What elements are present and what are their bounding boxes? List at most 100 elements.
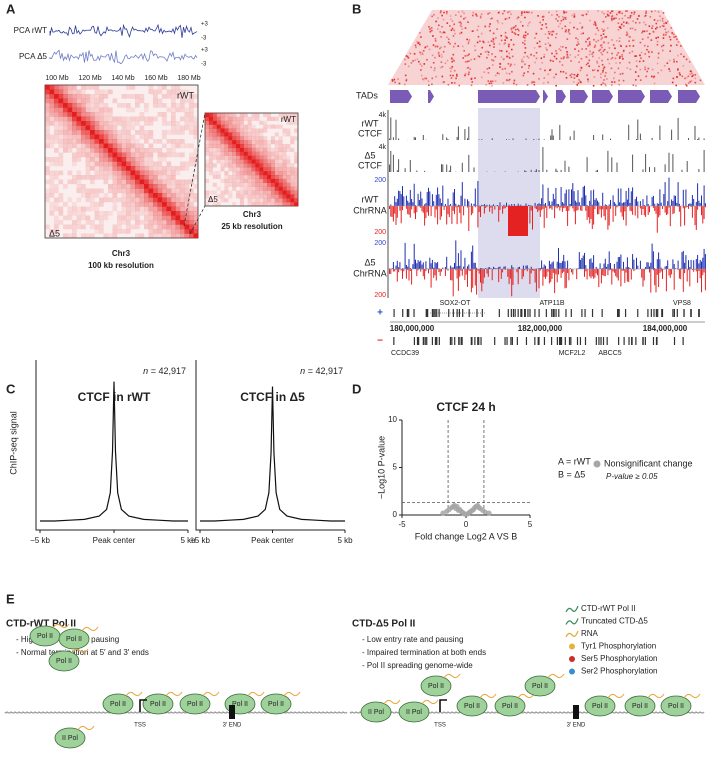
hic-dot [668,36,671,38]
heatmap-cell [282,159,287,164]
hic-dot [502,82,505,84]
heatmap-cell [63,116,68,122]
heatmap-cell [76,107,82,113]
heatmap-cell [282,163,287,168]
heatmap-cell [286,190,291,195]
heatmap-cell [247,194,252,199]
heatmap-cell [251,116,256,121]
hic-dot [451,57,453,59]
heatmap-cell [189,94,194,99]
hic-dot [571,14,573,17]
heatmap-cell [286,120,291,125]
heatmap-cell [90,206,95,212]
hic-dot [629,16,631,19]
heatmap-cell [58,161,64,167]
heatmap-cell [189,211,194,216]
hic-dot [498,11,500,14]
signal-bar [586,205,588,206]
signal-bar [437,262,439,269]
heatmap-cell [175,202,181,207]
heatmap-cell [263,198,268,203]
heatmap-cell [153,175,158,180]
signal-bar [491,206,493,214]
signal-bar [669,205,671,206]
heatmap-cell [232,167,237,172]
hic-dot [491,17,493,20]
signal-bar [619,256,621,269]
signal-bar [399,269,401,270]
gene-label: CCDC39 [391,350,419,357]
hic-dot [451,82,453,84]
heatmap-cell [117,179,122,185]
hic-dot [423,78,425,81]
signal-bar [671,129,673,140]
hic-dot [663,22,665,25]
signal-bar [467,266,468,269]
signal-bar [470,203,472,206]
signal-bar [450,269,452,281]
signal-bar [642,199,644,206]
signal-bar [600,269,602,284]
signal-bar [693,269,695,272]
signal-bar [655,269,657,293]
signal-bar [552,135,554,140]
heatmap-cell [121,121,127,126]
position-label: 120 Mb [78,75,101,82]
hic-dot [463,12,465,15]
signal-bar [624,269,626,283]
heatmap-cell [180,206,185,212]
hic-dot [632,20,634,22]
hic-dot [573,15,576,17]
signal-bar [645,206,647,217]
signal-bar [534,170,536,172]
hic-dot [637,15,640,17]
heatmap-cell [263,194,268,199]
hic-dot [549,59,552,62]
signal-bar [525,170,527,172]
hic-dot [428,84,430,87]
pol-body [360,701,392,723]
hic-dot [420,53,422,56]
hic-dot [682,65,685,67]
signal-bar [591,262,593,269]
hic-dot [492,59,495,62]
hic-dot [430,27,433,29]
hic-dot [561,64,564,66]
signal-bar [620,188,622,206]
heatmap-cell [294,167,299,172]
signal-bar [573,191,575,206]
heatmap-cell [220,194,225,199]
heatmap-cell [112,224,118,230]
heatmap-cell [278,202,283,207]
heatmap-cell [81,130,86,135]
heatmap-cell [232,202,237,207]
heatmap-cell [76,103,82,108]
heatmap-cell [90,130,95,135]
signal-bar [446,256,448,269]
hic-dot [561,15,564,18]
heatmap-cell [236,120,241,125]
heatmap-cell [247,140,252,145]
signal-bar [660,202,662,206]
heatmap-cell [232,182,237,187]
track-scale: 200 [374,240,386,247]
track-scale: 200 [374,177,386,184]
heatmap-cell [171,89,176,95]
map-caption: 25 kb resolution [221,222,282,231]
signal-bar [649,166,650,172]
pol-body [420,675,452,697]
x-tick-label: -5 [398,520,406,529]
hic-dot [507,79,510,82]
heatmap-cell [76,94,82,99]
heatmap-cell [180,193,185,198]
pol-ii: Pol II [494,693,535,717]
position-label: 160 Mb [144,75,167,82]
legend-label: Truncated CTD-Δ5 [581,617,648,626]
heatmap-cell [162,157,167,162]
heatmap-cell [108,170,113,176]
heatmap-cell [72,116,77,122]
hic-dot [479,40,481,43]
signal-bar [447,139,449,140]
signal-bar [420,260,422,269]
signal-bar [561,206,563,212]
